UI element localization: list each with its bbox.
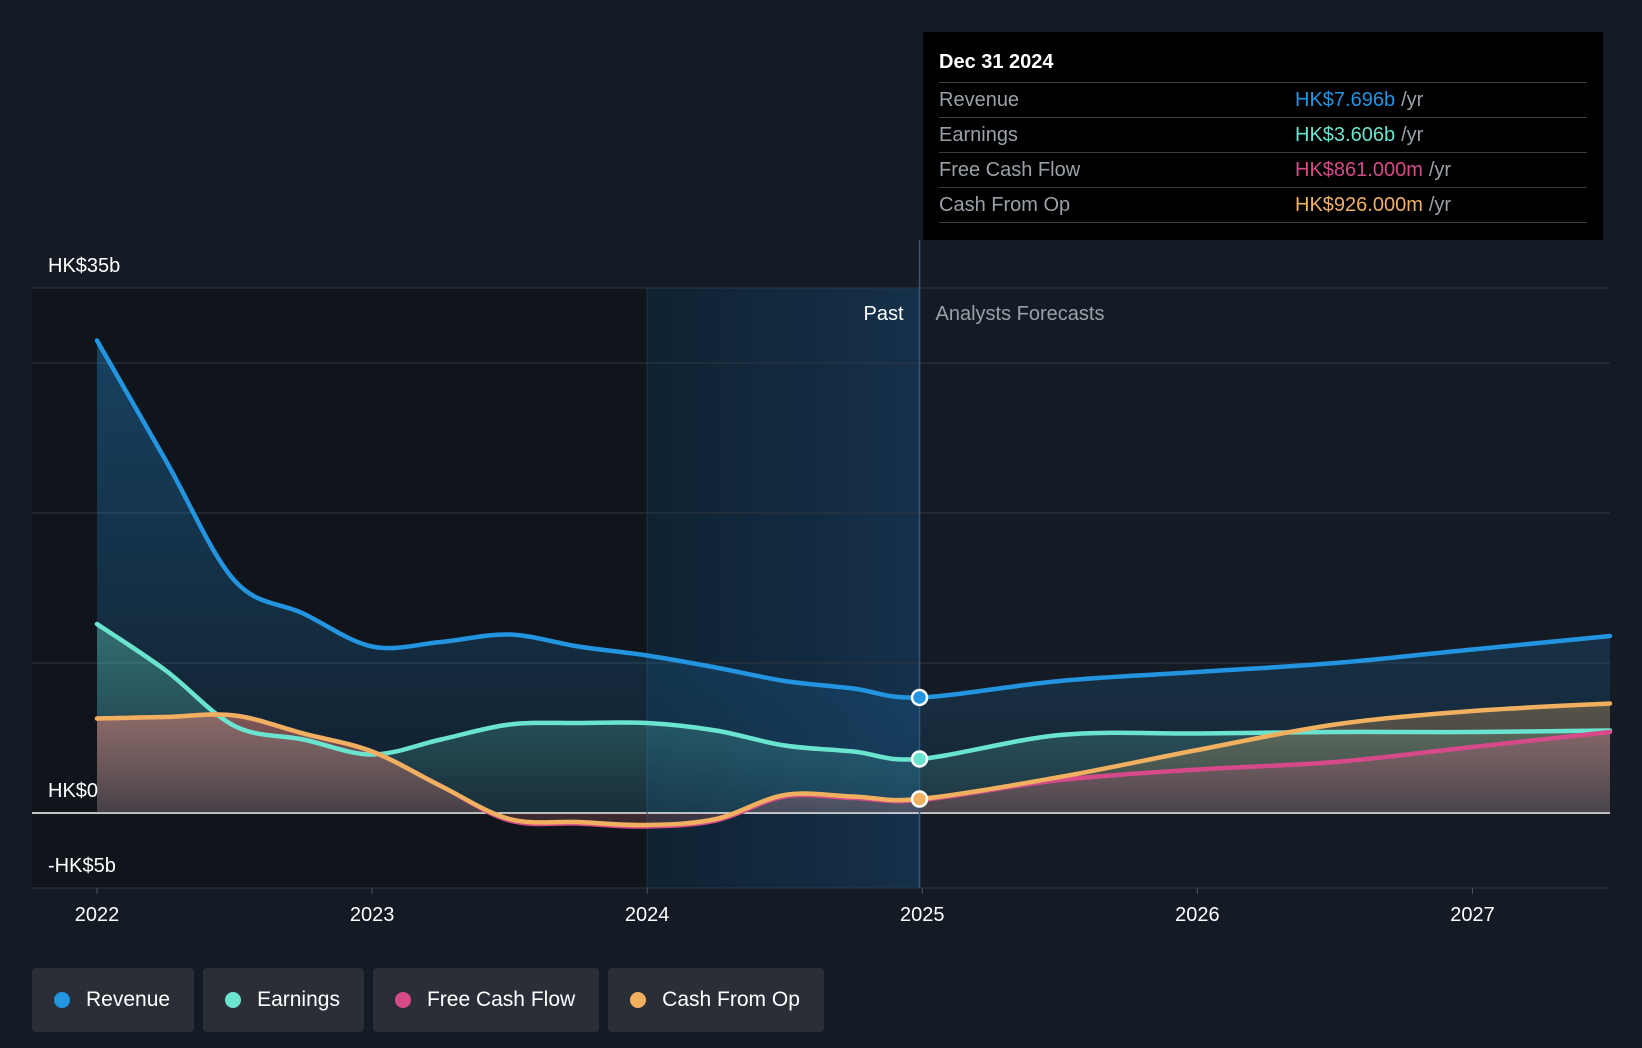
tooltip-unit: /yr xyxy=(1401,89,1424,111)
tooltip-value: HK$861.000m xyxy=(1295,159,1423,181)
y-tick-label: -HK$5b xyxy=(48,855,116,877)
tooltip-value: HK$7.696b xyxy=(1295,89,1396,111)
tooltip-value: HK$3.606b xyxy=(1295,124,1396,146)
tooltip-row-revenue: Revenue HK$7.696b /yr xyxy=(939,83,1587,118)
cash-from-op-line xyxy=(94,701,1613,828)
legend-label: Free Cash Flow xyxy=(426,988,576,1011)
x-tick-label: 2027 xyxy=(1450,904,1495,926)
cash-from-op-marker xyxy=(910,790,929,808)
earnings-marker xyxy=(910,750,929,768)
series-lines xyxy=(94,338,1613,829)
tooltip-row-cash-from-op: Cash From Op HK$926.000m /yr xyxy=(939,188,1587,223)
tooltip-row-free-cash-flow: Free Cash Flow HK$861.000m /yr xyxy=(939,153,1587,188)
x-axis-labels: 2022 2023 2024 2025 2026 2027 xyxy=(75,888,1495,926)
x-tick-label: 2024 xyxy=(625,904,670,926)
revenue-dot-icon xyxy=(54,992,70,1008)
tooltip-unit: /yr xyxy=(1428,159,1452,181)
past-region-label: Past xyxy=(863,303,903,325)
x-tick-label: 2026 xyxy=(1175,904,1220,926)
legend-item-free-cash-flow[interactable]: Free Cash Flow xyxy=(372,968,600,1032)
earnings-dot-icon xyxy=(225,992,242,1008)
y-axis-labels: HK$35b HK$0 -HK$5b xyxy=(48,255,120,877)
tooltip-date: Dec 31 2024 xyxy=(939,46,1587,83)
tooltip-unit: /yr xyxy=(1428,194,1452,216)
tooltip-row-earnings: Earnings HK$3.606b /yr xyxy=(939,118,1587,153)
tooltip-value: HK$926.000m xyxy=(1295,194,1423,216)
tooltip: Dec 31 2024 Revenue HK$7.696b /yr Earnin… xyxy=(923,32,1603,240)
free-cash-flow-dot-icon xyxy=(394,992,411,1008)
x-tick-label: 2025 xyxy=(900,904,945,926)
legend-label: Earnings xyxy=(257,988,340,1011)
legend-item-cash-from-op[interactable]: Cash From Op xyxy=(608,968,824,1032)
tooltip-label: Free Cash Flow xyxy=(939,159,1081,181)
legend-item-earnings[interactable]: Earnings xyxy=(203,968,364,1032)
hover-markers xyxy=(910,688,929,808)
cash-from-op-dot-icon xyxy=(630,992,647,1008)
revenue-marker xyxy=(910,688,929,707)
tooltip-unit: /yr xyxy=(1401,124,1424,146)
revenue-area xyxy=(97,340,1610,813)
x-tick-label: 2023 xyxy=(350,904,395,926)
y-tick-label: HK$0 xyxy=(48,780,98,802)
tooltip-label: Cash From Op xyxy=(939,194,1071,216)
legend-label: Revenue xyxy=(86,988,171,1011)
y-tick-label: HK$35b xyxy=(48,255,120,277)
tooltip-label: Earnings xyxy=(939,124,1018,146)
x-tick-label: 2022 xyxy=(75,904,120,926)
revenue-line xyxy=(94,338,1613,700)
legend: Revenue Earnings Free Cash Flow Cash Fro… xyxy=(32,968,824,1032)
legend-label: Cash From Op xyxy=(662,988,800,1011)
cash-from-op-area xyxy=(97,703,1610,826)
forecast-region-label: Analysts Forecasts xyxy=(936,303,1105,325)
legend-item-revenue[interactable]: Revenue xyxy=(32,968,195,1032)
tooltip-label: Revenue xyxy=(939,89,1020,111)
